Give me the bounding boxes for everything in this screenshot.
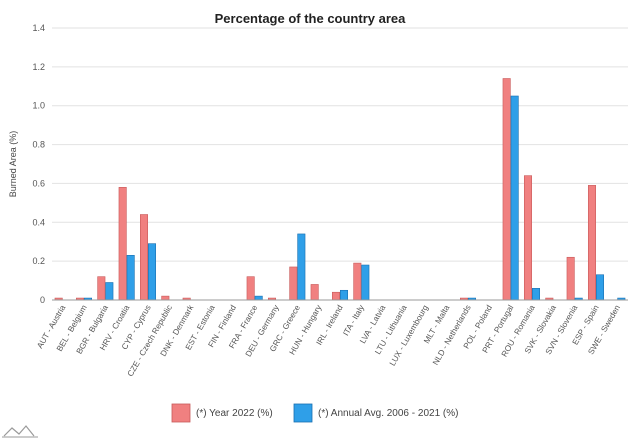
bar-2022-hun-hungary[interactable] [310,284,319,301]
bar-avg-rou-romania[interactable] [531,288,540,301]
legend-swatch-2022 [171,403,191,423]
legend-label-avg: (*) Annual Avg. 2006 - 2021 (%) [318,408,458,419]
bar-avg-grc-greece[interactable] [297,233,306,301]
bar-2022-bgr-bulgaria[interactable] [97,276,106,301]
legend-item-avg[interactable]: (*) Annual Avg. 2006 - 2021 (%) [293,403,458,423]
grid [52,27,628,262]
bar-2022-cze-czech-republic[interactable] [161,295,170,301]
bar-avg-hrv-croatia[interactable] [126,255,135,301]
bar-avg-esp-spain[interactable] [595,274,604,301]
bar-avg-cyp-cyprus[interactable] [148,243,157,301]
bar-2022-cyp-cyprus[interactable] [140,214,149,301]
x-tick-label: LUX - Luxembourg [388,303,430,367]
legend: (*) Year 2022 (%) (*) Annual Avg. 2006 -… [171,403,458,423]
bar-2022-hrv-croatia[interactable] [118,187,127,301]
chart-title: Percentage of the country area [215,11,406,26]
legend-swatch-avg [293,403,313,423]
bar-avg-prt-portugal[interactable] [510,95,519,301]
bar-avg-irl-ireland[interactable] [339,289,348,301]
y-tick-label: 0.6 [32,178,45,188]
bar-2022-svn-slovenia[interactable] [566,256,575,301]
y-tick-label: 1.0 [32,101,45,111]
bar-avg-fra-france[interactable] [254,295,263,301]
y-axis: 0 0.2 0.4 0.6 0.8 1.0 1.2 1.4 [32,23,45,305]
y-tick-label: 1.2 [32,62,45,72]
chart-logo-icon [2,425,38,438]
bar-2022-ita-italy[interactable] [353,262,362,301]
bar-2022-esp-spain[interactable] [587,185,596,301]
bar-avg-ita-italy[interactable] [361,264,370,301]
bars [54,78,626,301]
bar-2022-grc-greece[interactable] [289,266,298,301]
bar-2022-rou-romania[interactable] [523,175,532,301]
bar-2022-irl-ireland[interactable] [331,291,340,301]
bar-2022-fra-france[interactable] [246,276,255,301]
legend-label-2022: (*) Year 2022 (%) [196,408,273,419]
legend-item-2022[interactable]: (*) Year 2022 (%) [171,403,273,423]
y-tick-label: 0.4 [32,217,45,227]
y-tick-label: 1.4 [32,23,45,33]
y-tick-label: 0.8 [32,140,45,150]
y-axis-label: Burned Area (%) [8,131,18,198]
y-tick-label: 0.2 [32,256,45,266]
bar-avg-bgr-bulgaria[interactable] [105,282,114,301]
bar-2022-prt-portugal[interactable] [502,78,511,301]
y-tick-label: 0 [40,295,45,305]
